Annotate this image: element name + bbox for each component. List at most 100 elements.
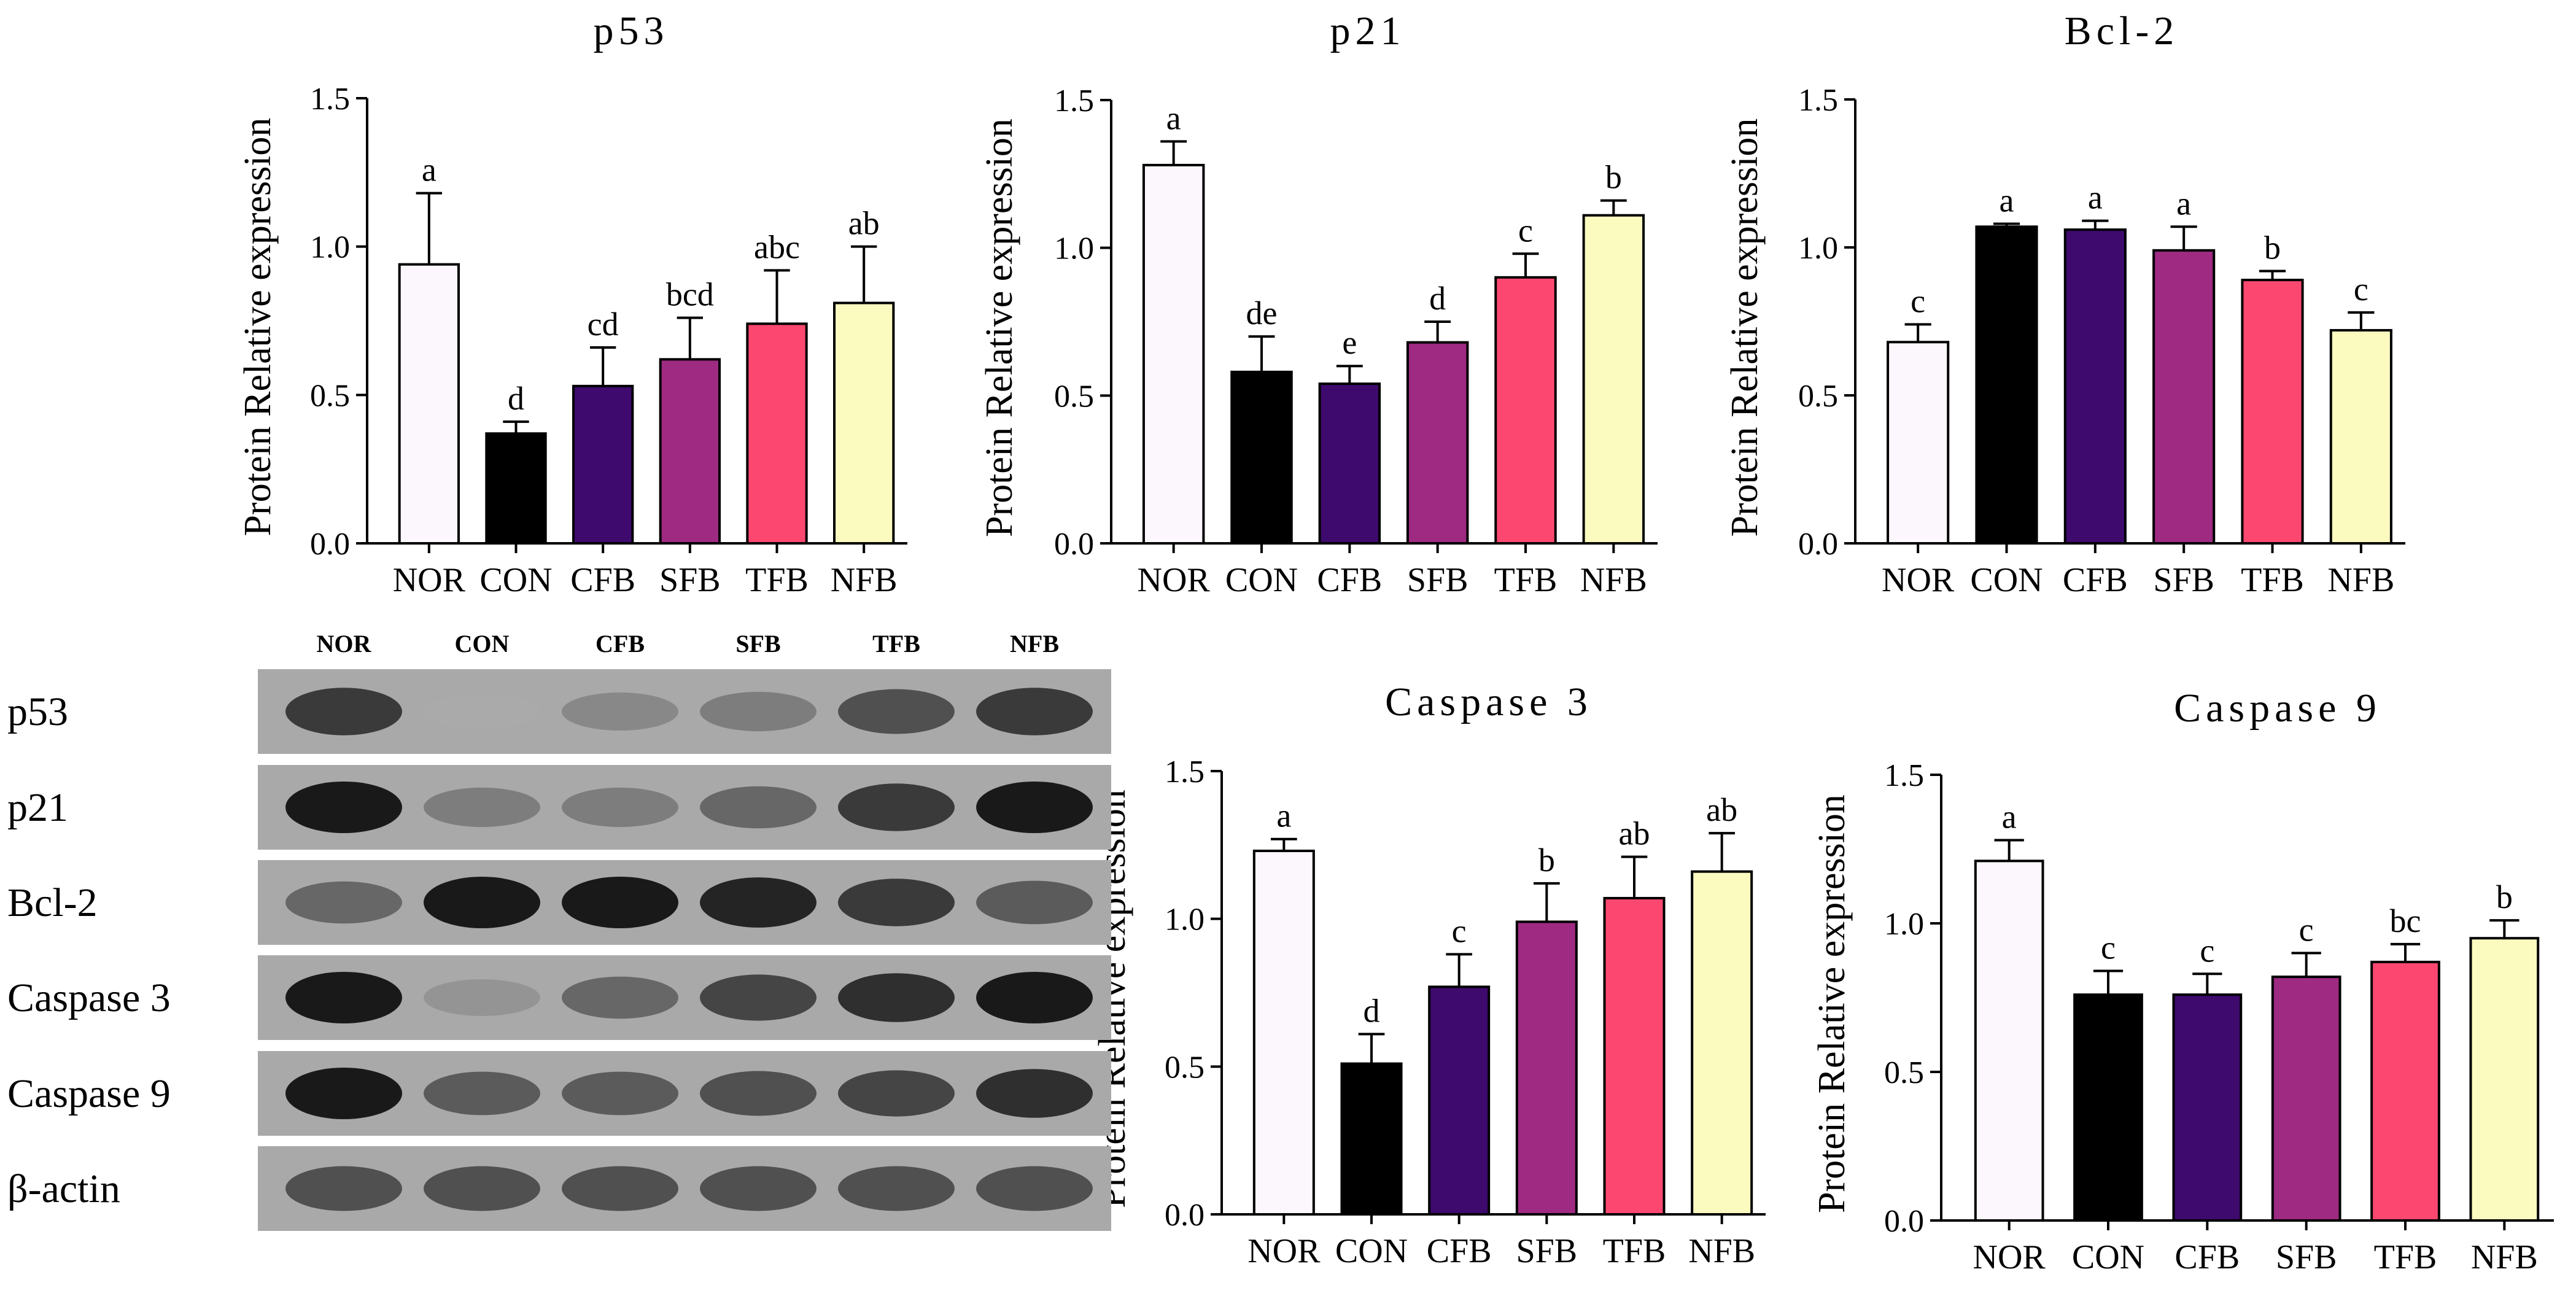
x-tick-label: TFB bbox=[2241, 561, 2304, 599]
x-tick-label: NOR bbox=[1973, 1238, 2046, 1276]
significance-label: bcd bbox=[666, 276, 714, 313]
blot-band bbox=[976, 1069, 1093, 1118]
bar-sfb bbox=[659, 358, 721, 545]
blot-band bbox=[424, 979, 540, 1016]
chart-3: Bcl-2 Protein Relative expression 0.0 0.5 1.… bbox=[1724, 9, 2405, 599]
blot-band bbox=[700, 974, 817, 1021]
significance-label: d bbox=[508, 380, 524, 417]
x-tick-label: SFB bbox=[2153, 561, 2214, 599]
blot-column-label: CON bbox=[455, 630, 510, 658]
blot-row-label: p21 bbox=[7, 785, 68, 830]
bar-nor bbox=[1974, 859, 2044, 1222]
x-tick-label: SFB bbox=[659, 561, 721, 599]
blot-band bbox=[285, 688, 402, 735]
chart-1: p53 Protein Relative expression 0.0 0.5 1.0 1… bbox=[237, 9, 907, 599]
chart-title: Caspase 9 bbox=[2174, 686, 2381, 731]
x-tick-label: CON bbox=[1970, 561, 2043, 599]
x-tick-label: CFB bbox=[1317, 561, 1382, 599]
x-tick-label: TFB bbox=[745, 561, 809, 599]
blot-band bbox=[976, 782, 1093, 833]
y-tick-label: 1.5 bbox=[1884, 758, 1924, 793]
chart-title: p53 bbox=[594, 9, 669, 53]
blot-row: Caspase 3 bbox=[7, 955, 1111, 1040]
significance-label: c bbox=[1452, 912, 1467, 949]
x-tick-label: TFB bbox=[2374, 1238, 2437, 1276]
x-tick-label: NFB bbox=[2471, 1238, 2538, 1276]
bar-tfb bbox=[2241, 279, 2304, 545]
bar-cfb bbox=[1428, 985, 1491, 1216]
bar-sfb bbox=[1406, 341, 1469, 545]
blot-band bbox=[424, 1071, 540, 1116]
blot-band bbox=[562, 1166, 678, 1211]
bar-cfb bbox=[1318, 382, 1381, 545]
blot-band bbox=[838, 1070, 955, 1117]
blot-band bbox=[976, 880, 1093, 925]
x-tick-label: CON bbox=[479, 561, 552, 599]
bar-sfb bbox=[1515, 920, 1578, 1216]
blot-band bbox=[700, 691, 817, 732]
x-tick-label: SFB bbox=[1516, 1232, 1578, 1270]
blot-band bbox=[562, 1071, 678, 1116]
western-blot: NOR CON CFB SFB TFB NFB p53 p21 Bcl-2 Caspase 3 Ca… bbox=[7, 630, 1111, 1231]
x-tick-label: CON bbox=[1225, 561, 1298, 599]
blot-band bbox=[424, 877, 540, 928]
blot-band bbox=[562, 877, 678, 928]
blot-row: p21 bbox=[7, 765, 1111, 850]
significance-label: a bbox=[1276, 797, 1291, 834]
significance-label: a bbox=[1166, 99, 1181, 136]
blot-column-label: NFB bbox=[1010, 630, 1059, 658]
y-axis-label: Protein Relative expression bbox=[237, 118, 279, 537]
bar-sfb bbox=[2271, 976, 2341, 1222]
blot-band bbox=[285, 1166, 402, 1211]
blot-band bbox=[976, 972, 1093, 1023]
bar-nfb bbox=[833, 301, 895, 545]
significance-label: de bbox=[1246, 295, 1278, 332]
x-tick-label: TFB bbox=[1603, 1232, 1666, 1270]
blot-column-label: CFB bbox=[596, 630, 645, 658]
y-tick-label: 1.0 bbox=[310, 230, 350, 265]
bar-nor bbox=[398, 263, 460, 545]
blot-band bbox=[285, 782, 402, 833]
bar-con bbox=[2073, 993, 2143, 1222]
bar-nfb bbox=[1691, 870, 1753, 1216]
bar-tfb bbox=[1494, 276, 1557, 545]
y-tick-label: 0.5 bbox=[310, 378, 350, 413]
significance-label: a bbox=[2002, 798, 2017, 835]
bar-tfb bbox=[1603, 896, 1666, 1216]
significance-label: c bbox=[1911, 282, 1925, 319]
bar-nfb bbox=[2469, 937, 2540, 1222]
x-tick-label: CFB bbox=[570, 561, 635, 599]
blot-row: Caspase 9 bbox=[7, 1051, 1111, 1136]
y-tick-label: 1.0 bbox=[1884, 907, 1924, 942]
significance-label: b bbox=[2496, 879, 2513, 915]
blot-band bbox=[700, 786, 817, 829]
blot-band bbox=[562, 693, 678, 731]
blot-band bbox=[285, 1068, 402, 1119]
blot-band bbox=[562, 787, 678, 828]
blot-row-label: p53 bbox=[7, 689, 68, 734]
bar-nor bbox=[1142, 163, 1205, 545]
y-tick-label: 0.0 bbox=[1884, 1204, 1924, 1239]
bar-tfb bbox=[2370, 960, 2440, 1222]
blot-band bbox=[838, 1166, 955, 1211]
bar-nfb bbox=[1582, 214, 1645, 545]
blot-band bbox=[285, 881, 402, 924]
x-tick-label: CON bbox=[2072, 1238, 2144, 1276]
bar-con bbox=[1340, 1062, 1403, 1216]
y-tick-label: 0.5 bbox=[1165, 1050, 1205, 1085]
x-tick-label: NOR bbox=[1882, 561, 1955, 599]
significance-label: a bbox=[2000, 182, 2014, 219]
x-tick-label: NFB bbox=[1580, 561, 1647, 599]
blot-band bbox=[838, 879, 955, 926]
y-tick-label: 0.0 bbox=[310, 527, 350, 562]
bar-nfb bbox=[2329, 328, 2392, 545]
significance-label: b bbox=[1605, 159, 1622, 196]
x-tick-label: NOR bbox=[1138, 561, 1211, 599]
blot-band bbox=[700, 1166, 817, 1211]
blot-row: Bcl-2 bbox=[7, 860, 1111, 945]
bar-con bbox=[485, 432, 547, 545]
significance-label: c bbox=[2299, 911, 2314, 948]
x-tick-label: CFB bbox=[2063, 561, 2128, 599]
y-tick-label: 1.5 bbox=[1798, 83, 1838, 118]
significance-label: cd bbox=[588, 306, 619, 343]
